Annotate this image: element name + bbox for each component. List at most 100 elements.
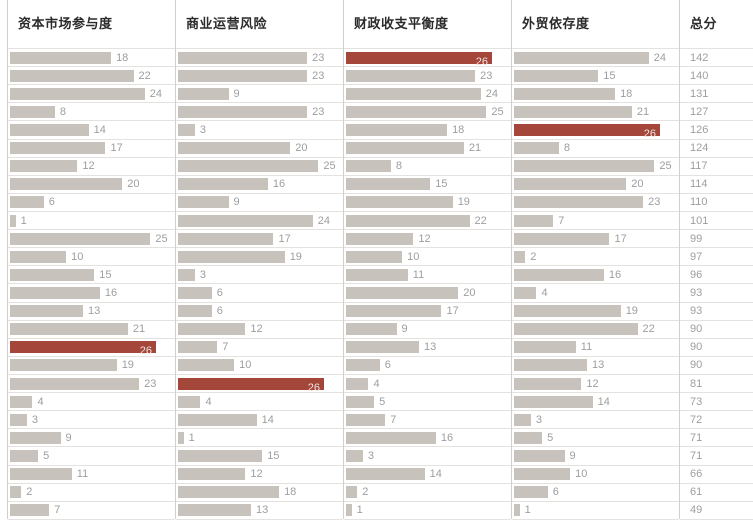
bar-value-label: 26 [475, 55, 488, 68]
bar-row: 3 [176, 121, 343, 140]
bar-value-label: 12 [82, 160, 95, 173]
bar-value-label: 3 [199, 268, 206, 281]
bar-row: 7 [176, 339, 343, 357]
bar-row: 18 [344, 121, 511, 140]
bar [514, 178, 627, 191]
total-score-value: 124 [690, 142, 709, 155]
bar-row: 12 [176, 321, 343, 339]
bar-row: 21 [344, 140, 511, 158]
bar [514, 305, 621, 318]
bar-value-label: 9 [569, 449, 576, 462]
bar-value-label: 23 [144, 377, 157, 390]
bar [346, 214, 470, 227]
bar-row: 12 [176, 466, 343, 484]
bar-value-label: 14 [261, 413, 274, 426]
bar-value-label: 18 [284, 486, 297, 499]
total-score-row: 99 [680, 230, 753, 249]
bar-row: 14 [8, 121, 175, 140]
total-score-value: 97 [690, 250, 703, 263]
bar-row: 17 [344, 303, 511, 321]
bar-value-label: 5 [547, 431, 554, 444]
bar-row: 15 [176, 447, 343, 466]
bar-value-label: 25 [659, 160, 672, 173]
bar-row: 9 [512, 447, 679, 466]
bar-row: 22 [512, 321, 679, 339]
column-total-score: 总分 142 140 131 127 126 124 117 114 110 101 99 97 96 9… [679, 0, 753, 520]
bar [346, 413, 386, 426]
bar-rows-foreign-trade: 24 15 18 21 26 8 25 20 23 7 17 2 16 4 19 22 11 13 12 14 3 5 9 1… [512, 48, 679, 520]
bar [10, 160, 78, 173]
total-score-row: 72 [680, 411, 753, 430]
bar-value-label: 20 [463, 286, 476, 299]
bar-row: 26 [512, 121, 679, 140]
bar-value-label: 4 [37, 395, 44, 408]
total-score-value: 99 [690, 232, 703, 245]
bar-value-label: 7 [558, 214, 565, 227]
bar-value-label: 16 [104, 286, 118, 299]
bar-value-label: 18 [620, 87, 633, 100]
bar-value-label: 21 [132, 323, 146, 336]
bar-value-label: 22 [474, 214, 487, 227]
bar-row: 20 [344, 284, 511, 303]
bar [10, 232, 151, 245]
bar-row: 23 [176, 49, 343, 68]
bar-value-label: 23 [312, 51, 325, 64]
bar-row: 20 [8, 176, 175, 194]
bar-value-label: 7 [54, 504, 61, 517]
bar-value-label: 1 [20, 214, 27, 227]
bar-value-label: 18 [452, 123, 465, 136]
total-score-row: 90 [680, 321, 753, 339]
bar [10, 504, 50, 517]
bar-value-label: 19 [121, 359, 134, 372]
bar-row: 16 [176, 176, 343, 194]
bar [346, 377, 369, 390]
bar [178, 123, 195, 136]
bar-value-label: 6 [384, 359, 391, 372]
total-score-row: 101 [680, 212, 753, 231]
bar [514, 160, 655, 173]
bar-row: 14 [512, 393, 679, 412]
bar-row: 16 [344, 429, 511, 448]
total-score-value: 66 [690, 468, 703, 481]
bar [10, 250, 67, 263]
bar-value-label: 9 [233, 87, 240, 100]
bar [514, 196, 644, 209]
bar-row: 6 [176, 303, 343, 321]
bar [178, 196, 229, 209]
bar [178, 214, 313, 227]
bar-row: 20 [512, 176, 679, 194]
bar-row: 13 [344, 339, 511, 357]
bar-row: 14 [176, 411, 343, 430]
bar [10, 359, 117, 372]
bar-row: 4 [8, 393, 175, 412]
bar [178, 504, 251, 517]
bar-value-label: 2 [362, 486, 369, 499]
bar-row: 4 [176, 393, 343, 412]
bar-value-label: 23 [312, 105, 325, 118]
bar-row: 16 [512, 266, 679, 285]
total-score-value: 73 [690, 395, 703, 408]
total-score-row: 71 [680, 429, 753, 448]
bar-value-label: 13 [592, 359, 605, 372]
total-score-row: 110 [680, 194, 753, 212]
column-fiscal-balance: 财政收支平衡度 26 23 24 25 18 21 8 15 19 22 12 10 11 20 17 9 13… [343, 0, 511, 520]
bar [514, 142, 559, 155]
total-score-row: 142 [680, 49, 753, 68]
bar-rows-capital-market: 18 22 24 8 14 17 12 20 6 1 25 10 15 16 13 21 26 19 23 4 3 9 5 1… [8, 48, 175, 520]
total-score-rows: 142 140 131 127 126 124 117 114 110 101 99 97 96 93 93… [680, 48, 753, 520]
bar-row: 1 [176, 429, 343, 448]
bar-value-label: 19 [457, 196, 470, 209]
bar-row: 17 [512, 230, 679, 249]
total-score-row: 131 [680, 85, 753, 104]
total-score-value: 90 [690, 341, 703, 354]
bar-row: 9 [344, 321, 511, 339]
bar-value-label: 20 [127, 178, 140, 191]
bar-value-label: 6 [552, 486, 559, 499]
bar-row: 23 [176, 67, 343, 86]
bar-value-label: 8 [563, 142, 571, 155]
bar-value-label: 5 [379, 395, 386, 408]
highlighted-bar: 26 [10, 341, 156, 357]
total-score-row: 81 [680, 375, 753, 394]
bar-row: 19 [344, 194, 511, 212]
bar-value-label: 1 [188, 431, 195, 444]
